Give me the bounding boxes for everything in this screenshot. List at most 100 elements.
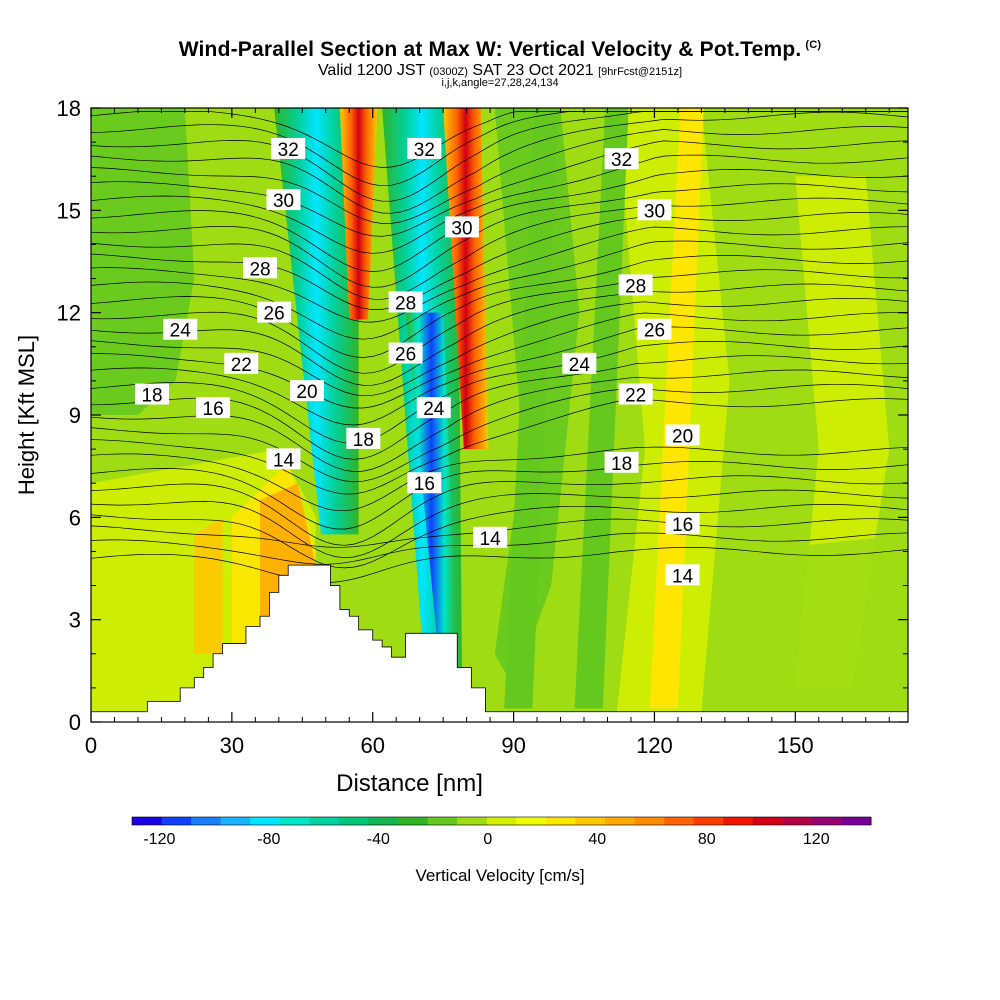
weak-cell-3: [724, 108, 779, 709]
theta-label-bg: [473, 526, 508, 548]
y-tick-label: 0: [69, 710, 81, 735]
colorbar-swatch: [634, 817, 665, 825]
colorbar-swatch: [220, 817, 251, 825]
theta-label-18: 18: [135, 383, 170, 407]
theta-label-text: 18: [611, 454, 632, 475]
theta-label-text: 18: [141, 386, 162, 407]
terrain-profile: [90, 564, 909, 723]
theta-line-12: [91, 340, 908, 444]
chart-subtitle: Valid 1200 JST (0300Z) SAT 23 Oct 2021 […: [317, 62, 683, 79]
theta-line-18: [91, 255, 908, 358]
updraft-band-west: [339, 108, 378, 320]
theta-label-26: 26: [637, 318, 672, 342]
colorbar-swatch: [132, 817, 163, 825]
y-tick-label: 18: [57, 96, 81, 121]
theta-label-18: 18: [604, 451, 639, 475]
theta-label-text: 22: [231, 355, 252, 376]
theta-label-text: 14: [480, 529, 502, 550]
theta-label-text: 16: [203, 399, 224, 420]
theta-label-30: 30: [637, 199, 672, 222]
theta-label-26: 26: [388, 342, 423, 366]
theta-label-24: 24: [163, 318, 198, 342]
x-tick-label: 60: [360, 733, 384, 758]
theta-line-17: [91, 269, 908, 374]
theta-label-22: 22: [618, 383, 653, 407]
colorbar-swatch: [368, 817, 399, 825]
colorbar-swatch: [604, 817, 636, 825]
theta-label-24: 24: [562, 352, 597, 376]
theta-line-15: [91, 297, 908, 397]
colorbar-swatch: [457, 817, 488, 825]
theta-label-text: 18: [353, 430, 374, 451]
theta-line-6: [91, 461, 908, 530]
terrain-mask: [90, 564, 909, 723]
theta-line-13: [91, 326, 908, 426]
theta-label-text: 20: [296, 382, 317, 403]
colorbar-swatch: [161, 817, 192, 825]
theta-label-text: 28: [625, 276, 646, 297]
theta-line-3: [91, 504, 908, 569]
theta-line-22: [91, 197, 908, 300]
theta-label-text: 16: [414, 474, 435, 495]
weak-cell-1: [574, 108, 629, 709]
colorbar-swatch: [782, 817, 813, 825]
colorbar-tick-label: -120: [143, 831, 175, 848]
vertical-velocity-field: [91, 108, 908, 722]
theta-label-32: 32: [271, 137, 306, 161]
theta-line-27: [91, 126, 908, 224]
colorbar-swatch: [723, 817, 754, 825]
colorbar-tick-label: 0: [483, 831, 492, 848]
theta-label-text: 30: [273, 191, 294, 212]
colorbar-swatch: [575, 817, 606, 825]
axes: 0 30 60 90 120 150 0 3 6 9 12 15 18 Distance [nm] Heig…: [14, 96, 908, 797]
theta-line-24: [91, 169, 908, 272]
y-tick-label: 6: [69, 505, 81, 530]
theta-label-text: 26: [644, 321, 665, 342]
theta-label-bg: [637, 318, 672, 340]
theta-label-bg: [665, 513, 700, 535]
theta-label-text: 16: [672, 515, 693, 536]
theta-label-bg: [271, 137, 306, 159]
theta-label-text: 26: [395, 345, 416, 366]
y-axis-label: Height [Kft MSL]: [14, 335, 39, 495]
colorbar-swatch: [427, 817, 458, 825]
theta-label-bg: [604, 148, 639, 170]
x-axis-label: Distance [nm]: [336, 770, 483, 797]
theta-label-text: 28: [395, 293, 416, 314]
theta-label-text: 32: [611, 150, 632, 171]
colorbar-swatch: [191, 817, 222, 825]
theta-label-bg: [346, 427, 381, 449]
colorbar-tick-label: 40: [588, 831, 606, 848]
theta-label-14: 14: [665, 564, 700, 587]
y-tick-label: 15: [57, 198, 81, 223]
colorbar-tick-label: -40: [367, 831, 390, 848]
colorbar-swatch: [338, 817, 369, 825]
theta-label-32: 32: [407, 137, 442, 161]
theta-line-16: [91, 283, 908, 386]
theta-label-text: 14: [672, 566, 694, 587]
theta-label-bg: [618, 383, 653, 405]
theta-label-text: 32: [414, 140, 435, 161]
theta-label-bg: [444, 216, 479, 238]
theta-line-19: [91, 240, 908, 340]
updraft-band-east: [443, 108, 489, 450]
theta-label-bg: [388, 342, 423, 364]
colorbar-swatch: [486, 817, 517, 825]
colorbar-swatch: [811, 817, 842, 825]
x-tick-label: 120: [636, 733, 673, 758]
theta-line-4: [91, 489, 908, 559]
theta-label-bg: [257, 301, 292, 323]
theta-label-30: 30: [444, 216, 479, 239]
updraft-small-west: [194, 517, 223, 654]
theta-label-18: 18: [346, 427, 381, 451]
colorbar-swatch: [545, 817, 576, 825]
theta-label-bg: [562, 352, 597, 374]
theta-label-text: 28: [249, 259, 270, 280]
theta-line-9: [91, 383, 908, 483]
theta-contour-labels: 32 32 32 30 30 30 28 28 28 26 26 26 24 24 24 22 22 20 20 18…: [135, 137, 700, 587]
colorbar-tick-label: -80: [257, 831, 280, 848]
theta-label-bg: [388, 291, 423, 313]
theta-label-text: 30: [644, 201, 665, 222]
theta-label-bg: [407, 472, 442, 494]
